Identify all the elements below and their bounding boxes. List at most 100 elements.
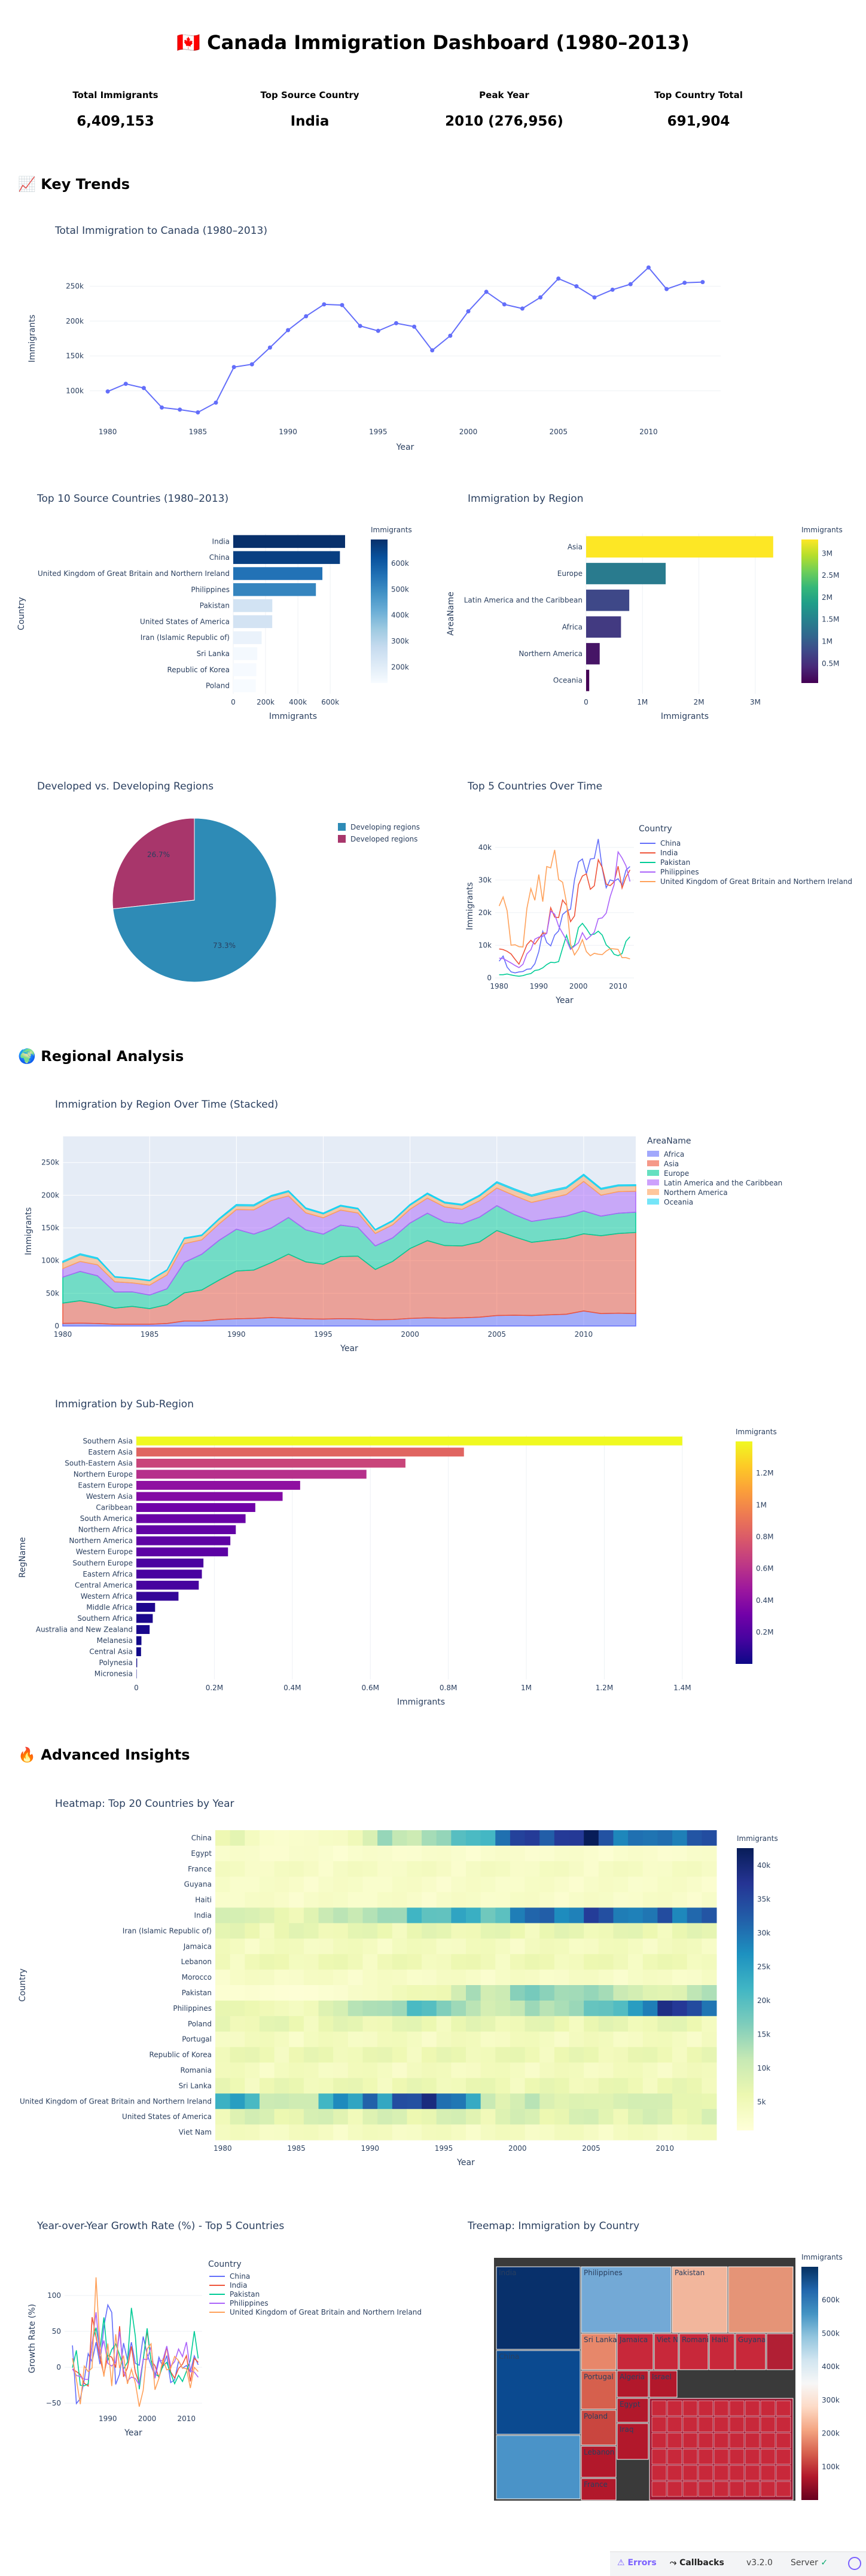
heat-cell	[377, 1892, 393, 1908]
heat-cell	[466, 1923, 481, 1939]
heat-cell	[525, 1830, 540, 1846]
heat-cell	[569, 1970, 584, 1986]
heat-cell	[495, 1892, 511, 1908]
data-point	[358, 324, 362, 328]
heat-cell	[318, 2031, 334, 2048]
x-axis-label: Immigrants	[269, 712, 317, 721]
legend-swatch	[647, 1151, 659, 1157]
heat-cell	[303, 2078, 319, 2094]
heat-cell	[318, 2124, 334, 2141]
heat-cell	[245, 2047, 260, 2063]
heat-cell	[569, 1923, 584, 1939]
heat-cell	[584, 2109, 599, 2125]
category-label: Northern Africa	[78, 1526, 133, 1534]
heat-cell	[525, 2093, 540, 2109]
heat-cell	[569, 2124, 584, 2141]
heat-cell	[274, 2062, 289, 2078]
y-tick: 200k	[41, 1191, 59, 1199]
heat-cell	[407, 1985, 422, 2001]
colorbar-tick: 10k	[757, 2064, 770, 2072]
tile-label: Poland	[584, 2412, 608, 2420]
y-tick: 0	[487, 974, 492, 982]
tile-label: India	[499, 2269, 516, 2277]
heat-cell	[554, 1954, 570, 1970]
heat-cell	[392, 1861, 407, 1877]
heat-cell	[628, 2078, 644, 2094]
data-point	[196, 410, 200, 415]
heat-cell	[362, 1954, 378, 1970]
heat-cell	[466, 2000, 481, 2017]
treemap-tile	[617, 2333, 654, 2370]
data-point	[520, 306, 525, 311]
series-line	[72, 2303, 199, 2405]
callbacks-button[interactable]: ⤳ Callbacks	[670, 2558, 724, 2568]
heat-cell	[687, 2031, 702, 2048]
heat-cell	[657, 2047, 673, 2063]
heat-cell	[303, 2031, 319, 2048]
heat-cell	[628, 2124, 644, 2141]
heat-cell	[407, 1830, 422, 1846]
heat-cell	[259, 1985, 275, 2001]
heat-cell	[687, 1923, 702, 1939]
heat-cell	[230, 2078, 245, 2094]
heat-cell	[407, 1907, 422, 1923]
treemap-tile	[745, 2465, 760, 2481]
treemap-tile	[682, 2432, 698, 2449]
bar	[136, 1658, 138, 1667]
colorbar-tick: 100k	[822, 2462, 840, 2471]
category-label: Southern Africa	[77, 1614, 133, 1623]
heat-cell	[569, 2078, 584, 2094]
heat-cell	[436, 1954, 452, 1970]
heat-cell	[318, 1861, 334, 1877]
heat-cell	[422, 2109, 437, 2125]
heat-cell	[318, 2047, 334, 2063]
heat-cell	[569, 1954, 584, 1970]
row-label: Philippines	[173, 2004, 212, 2013]
heat-cell	[598, 1907, 614, 1923]
heat-cell	[274, 2016, 289, 2032]
colorbar-title: Immigrants	[801, 526, 843, 534]
heat-cell	[525, 1985, 540, 2001]
heat-cell	[672, 2124, 688, 2141]
heat-cell	[554, 1970, 570, 1986]
heat-cell	[687, 2016, 702, 2032]
x-axis-label: Immigrants	[661, 712, 709, 721]
category-label: Eastern Africa	[83, 1570, 133, 1578]
heat-cell	[495, 1907, 511, 1923]
settings-icon[interactable]	[848, 2557, 861, 2570]
colorbar-tick: 200k	[822, 2429, 840, 2438]
heat-cell	[451, 2016, 466, 2032]
legend-label: Oceania	[664, 1198, 693, 1206]
heat-cell	[259, 2062, 275, 2078]
heat-cell	[539, 2016, 555, 2032]
series-line	[72, 2317, 199, 2387]
heat-cell	[539, 1892, 555, 1908]
heat-cell	[392, 2000, 407, 2017]
heat-cell	[259, 2031, 275, 2048]
heat-cell	[598, 2000, 614, 2017]
heat-cell	[362, 1892, 378, 1908]
heat-cell	[584, 1970, 599, 1986]
heat-cell	[451, 2031, 466, 2048]
server-status[interactable]: Server ✓	[791, 2558, 828, 2568]
treemap-tile	[651, 2400, 667, 2416]
heat-cell	[333, 1892, 349, 1908]
errors-button[interactable]: ⚠ Errors	[617, 2558, 657, 2568]
heat-cell	[230, 1830, 245, 1846]
heat-cell	[687, 1861, 702, 1877]
treemap-tile	[698, 2432, 713, 2449]
tile-label: Algeria	[620, 2373, 645, 2381]
heat-cell	[347, 2031, 363, 2048]
heat-cell	[480, 1970, 496, 1986]
heat-cell	[392, 2031, 407, 2048]
x-tick: 1990	[279, 428, 297, 436]
check-icon: ✓	[821, 2558, 828, 2568]
heat-cell	[628, 1892, 644, 1908]
chart-title-growth: Year-over-Year Growth Rate (%) - Top 5 C…	[37, 2220, 285, 2232]
kpi-total-immigrants: Total Immigrants 6,409,153	[26, 90, 205, 129]
tile-label: China	[499, 2352, 519, 2361]
treemap-tile	[581, 2266, 672, 2333]
heat-cell	[642, 2031, 658, 2048]
x-tick: 2000	[508, 2144, 527, 2153]
